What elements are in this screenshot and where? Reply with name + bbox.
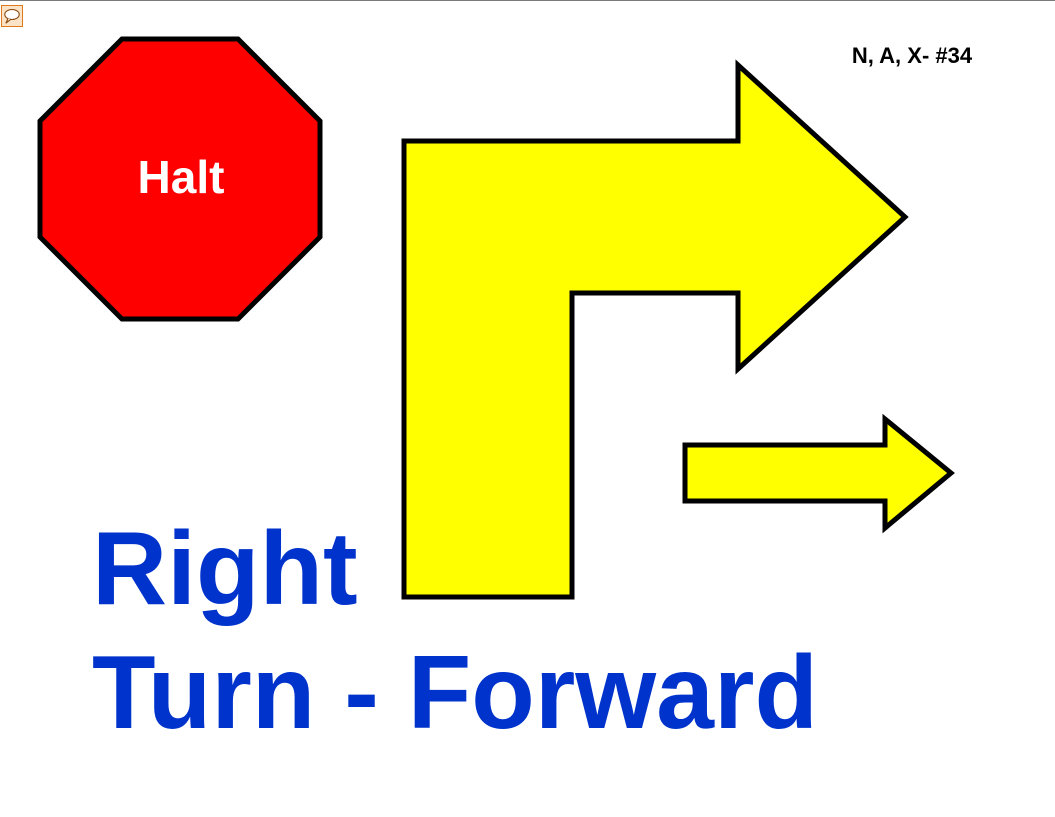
halt-label: Halt <box>137 151 225 203</box>
stop-octagon <box>37 36 323 322</box>
right-turn-arrow <box>401 59 909 600</box>
forward-arrow <box>682 413 955 534</box>
sign-title-line-2: Turn - Forward <box>92 635 819 751</box>
speech-bubble-icon[interactable] <box>1 5 23 27</box>
sign-code: N, A, X- #34 <box>851 43 973 68</box>
sign-title-line-1: Right <box>92 511 358 627</box>
